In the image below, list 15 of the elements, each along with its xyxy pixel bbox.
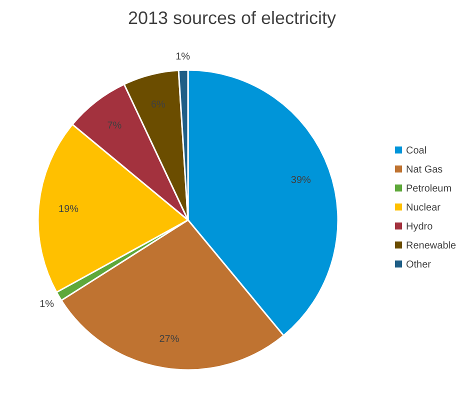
data-label: 7% bbox=[107, 120, 122, 132]
data-label: 6% bbox=[150, 99, 166, 110]
data-label: 19% bbox=[58, 204, 79, 216]
legend-label: Hydro bbox=[406, 222, 434, 232]
legend-label: Other bbox=[406, 260, 432, 270]
legend-label: Coal bbox=[406, 146, 427, 156]
legend-label: Nuclear bbox=[406, 202, 442, 214]
legend-label: Renewable bbox=[406, 240, 456, 252]
chart-title: 2013 sources of electricity bbox=[128, 8, 336, 28]
data-label: 1% bbox=[176, 52, 190, 63]
data-label: 39% bbox=[290, 174, 312, 186]
data-label: 27% bbox=[159, 334, 180, 346]
legend-label: Nat Gas bbox=[406, 164, 443, 176]
data-label: 1% bbox=[40, 298, 54, 310]
legend-label: Petroleum bbox=[406, 184, 452, 194]
